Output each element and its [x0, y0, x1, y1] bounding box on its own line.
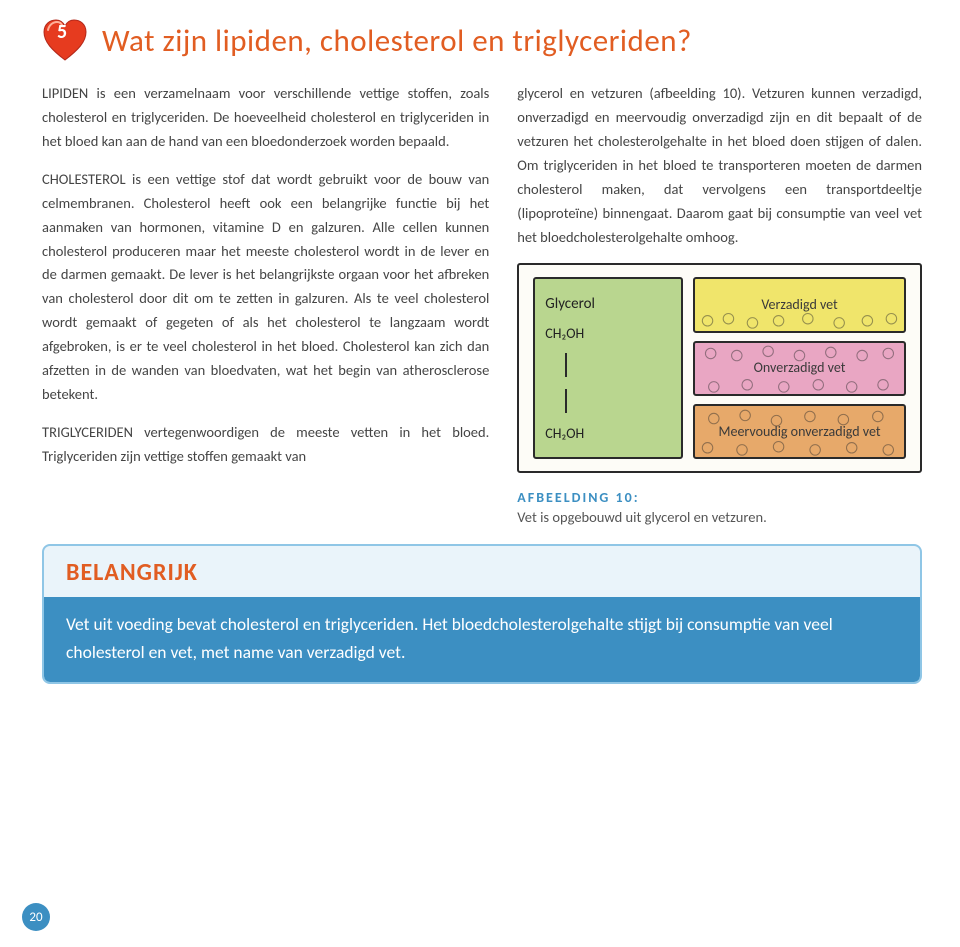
- page-title: Wat zijn lipiden, cholesterol en triglyc…: [102, 22, 692, 60]
- paragraph: CHOLESTEROL is een vettige stof dat word…: [42, 168, 489, 407]
- paragraph: glycerol en vetzuren (afbeelding 10). Ve…: [517, 82, 922, 249]
- chem-formula: CH₂OH: [545, 425, 673, 442]
- fat-label: Verzadigd vet: [761, 297, 837, 313]
- page-number-badge: 20: [22, 903, 50, 931]
- heart-icon: 5: [42, 18, 88, 64]
- fat-rows: Verzadigd vet Onverzadigd vet: [693, 277, 906, 459]
- figure-caption: Vet is opgebouwd uit glycerol en vetzure…: [517, 508, 922, 526]
- lipid-diagram: Glycerol CH₂OH CH₂OH: [517, 263, 922, 473]
- paragraph: LIPIDEN is een verzamelnaam voor verschi…: [42, 82, 489, 154]
- bond-line: [565, 389, 567, 413]
- important-body: Vet uit voeding bevat cholesterol en tri…: [44, 597, 920, 681]
- important-box: BELANGRIJK Vet uit voeding bevat cholest…: [42, 544, 922, 683]
- important-heading: BELANGRIJK: [44, 546, 920, 597]
- fat-row-saturated: Verzadigd vet: [693, 277, 906, 332]
- chapter-number: 5: [57, 20, 67, 44]
- fat-label: Onverzadigd vet: [754, 360, 846, 376]
- right-column: glycerol en vetzuren (afbeelding 10). Ve…: [517, 82, 922, 526]
- fat-row-unsaturated: Onverzadigd vet: [693, 341, 906, 396]
- page-header: 5 Wat zijn lipiden, cholesterol en trigl…: [42, 18, 922, 64]
- left-column: LIPIDEN is een verzamelnaam voor verschi…: [42, 82, 489, 526]
- paragraph: TRIGLYCERIDEN vertegenwoordigen de meest…: [42, 421, 489, 469]
- chem-formula: CH₂OH: [545, 325, 673, 342]
- glycerol-block: Glycerol CH₂OH CH₂OH: [533, 277, 683, 459]
- fat-row-poly: Meervoudig onverzadigd vet: [693, 404, 906, 459]
- bond-line: [565, 353, 567, 377]
- glycerol-label: Glycerol: [545, 295, 673, 313]
- fat-label: Meervoudig onverzadigd vet: [719, 424, 881, 440]
- figure-label: AFBEELDING 10:: [517, 489, 922, 506]
